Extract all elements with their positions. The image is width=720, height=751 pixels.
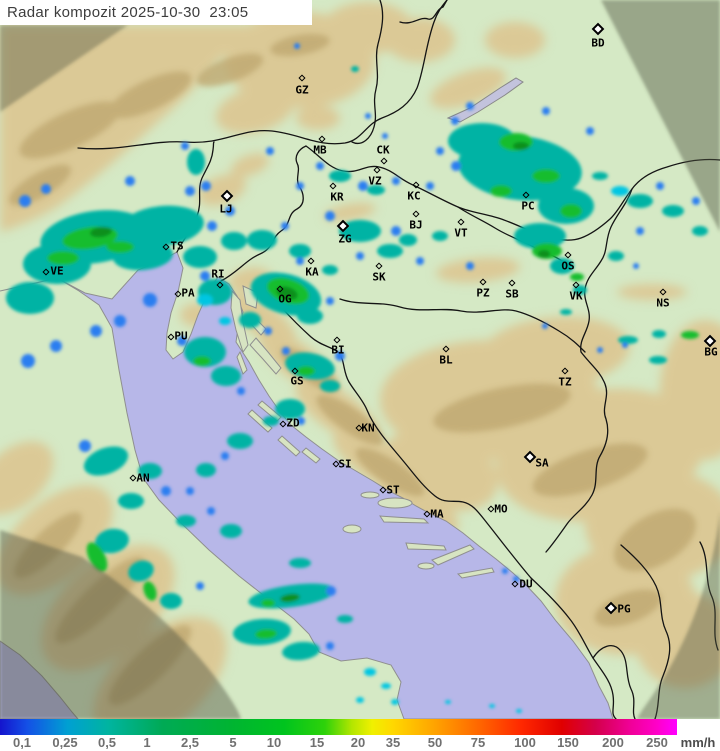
scale-tick: 75 xyxy=(470,735,486,750)
scale-tick: 10 xyxy=(266,735,282,750)
adriatic-sea xyxy=(0,251,614,719)
scale-tick-row: 0,1 0,25 0,5 1 2,5 5 10 15 20 35 50 75 100 150 200 250 m… xyxy=(0,735,720,751)
radar-echoes xyxy=(6,43,708,713)
scale-tick: 50 xyxy=(427,735,443,750)
title-bar: Radar kompozit 2025-10-30 23:05 xyxy=(0,0,312,25)
echo-cyan-layer xyxy=(197,186,629,713)
scale-tick: 2,5 xyxy=(180,735,200,750)
radar-map-svg xyxy=(0,0,720,719)
lake-balaton xyxy=(446,77,524,123)
radar-map xyxy=(0,0,720,719)
echo-dark-green-layer xyxy=(90,142,550,603)
out-of-range-overlay xyxy=(0,0,720,719)
scale-tick: 0,5 xyxy=(97,735,117,750)
scale-tick: 0,25 xyxy=(52,735,78,750)
scale-unit-label: mm/h xyxy=(680,735,716,750)
echo-green-layer xyxy=(47,133,699,640)
echo-blue-layer xyxy=(19,43,700,650)
scale-tick: 5 xyxy=(229,735,237,750)
scale-tick: 20 xyxy=(350,735,366,750)
scale-tick: 1 xyxy=(143,735,151,750)
page-title: Radar kompozit 2025-10-30 23:05 xyxy=(7,4,249,21)
precipitation-scale: 0,1 0,25 0,5 1 2,5 5 10 15 20 35 50 75 100 150 200 250 m… xyxy=(0,719,720,751)
scale-tick: 100 xyxy=(514,735,536,750)
scale-tick: 0,1 xyxy=(12,735,32,750)
scale-tick: 200 xyxy=(602,735,624,750)
scale-tick: 35 xyxy=(385,735,401,750)
scale-gradient-bar xyxy=(0,719,677,735)
scale-tick: 15 xyxy=(309,735,325,750)
scale-tick: 150 xyxy=(557,735,579,750)
scale-tick: 250 xyxy=(646,735,668,750)
